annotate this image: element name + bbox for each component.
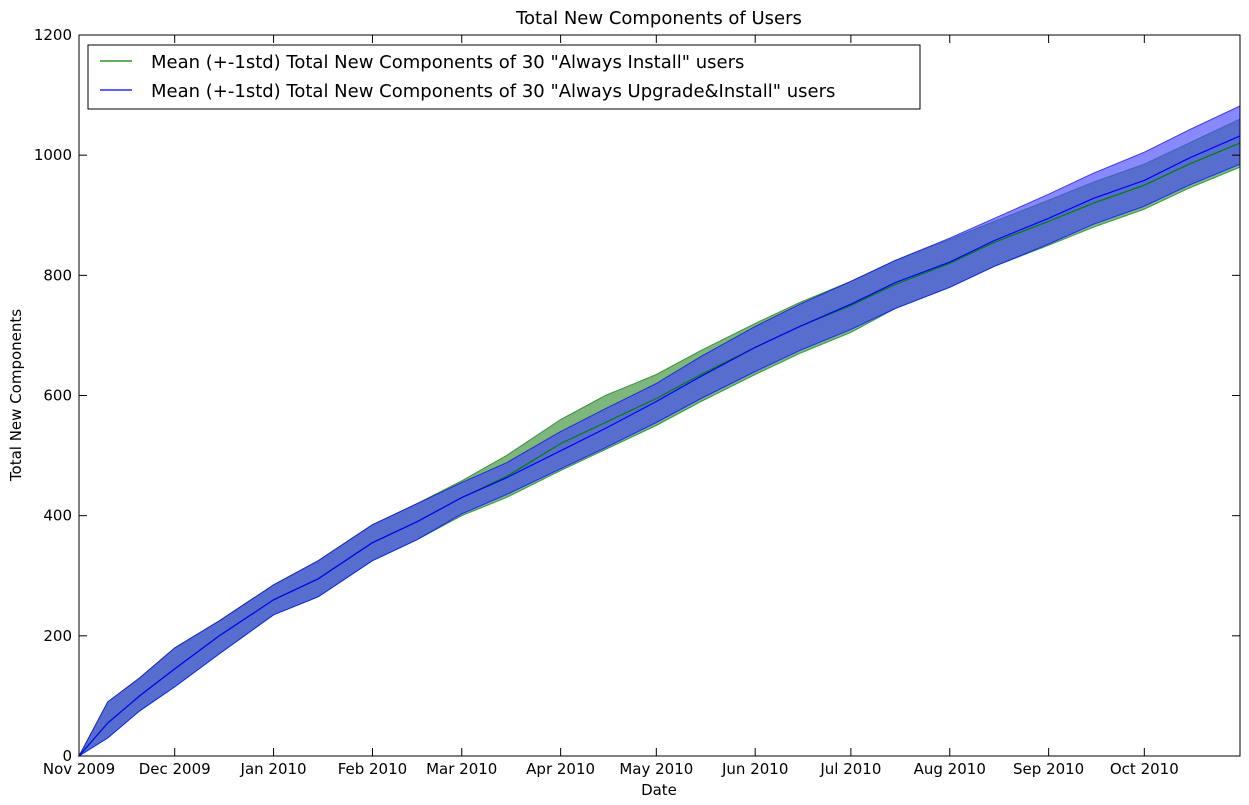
x-tick-label: Nov 2009	[43, 760, 115, 778]
legend-label-1: Mean (+-1std) Total New Components of 30…	[151, 81, 835, 102]
x-tick-label: May 2010	[619, 760, 693, 778]
x-tick-label: Oct 2010	[1110, 760, 1179, 778]
x-tick-label: Aug 2010	[914, 760, 986, 778]
x-tick-label: Apr 2010	[526, 760, 595, 778]
x-tick-label: Jan 2010	[240, 760, 307, 778]
y-axis-label: Total New Components	[7, 309, 25, 482]
y-tick-label: 200	[43, 627, 72, 645]
legend-label-0: Mean (+-1std) Total New Components of 30…	[151, 52, 744, 73]
x-tick-label: Sep 2010	[1013, 760, 1084, 778]
y-tick-label: 1200	[34, 26, 72, 44]
legend-box	[87, 44, 921, 110]
series-lines	[78, 135, 1241, 757]
mean-line-1	[78, 135, 1241, 757]
y-axis: 0 200 400 600 800 1000 1200	[34, 26, 1240, 765]
chart-title: Total New Components of Users	[515, 8, 802, 29]
y-tick-label: 800	[43, 266, 72, 284]
x-tick-label: Dec 2009	[139, 760, 211, 778]
x-axis-label: Date	[641, 781, 677, 799]
y-tick-label: 600	[43, 387, 72, 405]
x-tick-label: Feb 2010	[338, 760, 408, 778]
x-tick-label: Jun 2010	[721, 760, 788, 778]
y-tick-label: 0	[62, 747, 72, 765]
y-tick-label: 1000	[34, 146, 72, 164]
x-tick-label: Mar 2010	[426, 760, 497, 778]
x-axis: Nov 2009 Dec 2009 Jan 2010 Feb 2010 Mar 2010…	[43, 35, 1179, 778]
x-tick-label: Jul 2010	[819, 760, 881, 778]
y-tick-label: 400	[43, 507, 72, 525]
legend: Mean (+-1std) Total New Components of 30…	[87, 44, 921, 110]
